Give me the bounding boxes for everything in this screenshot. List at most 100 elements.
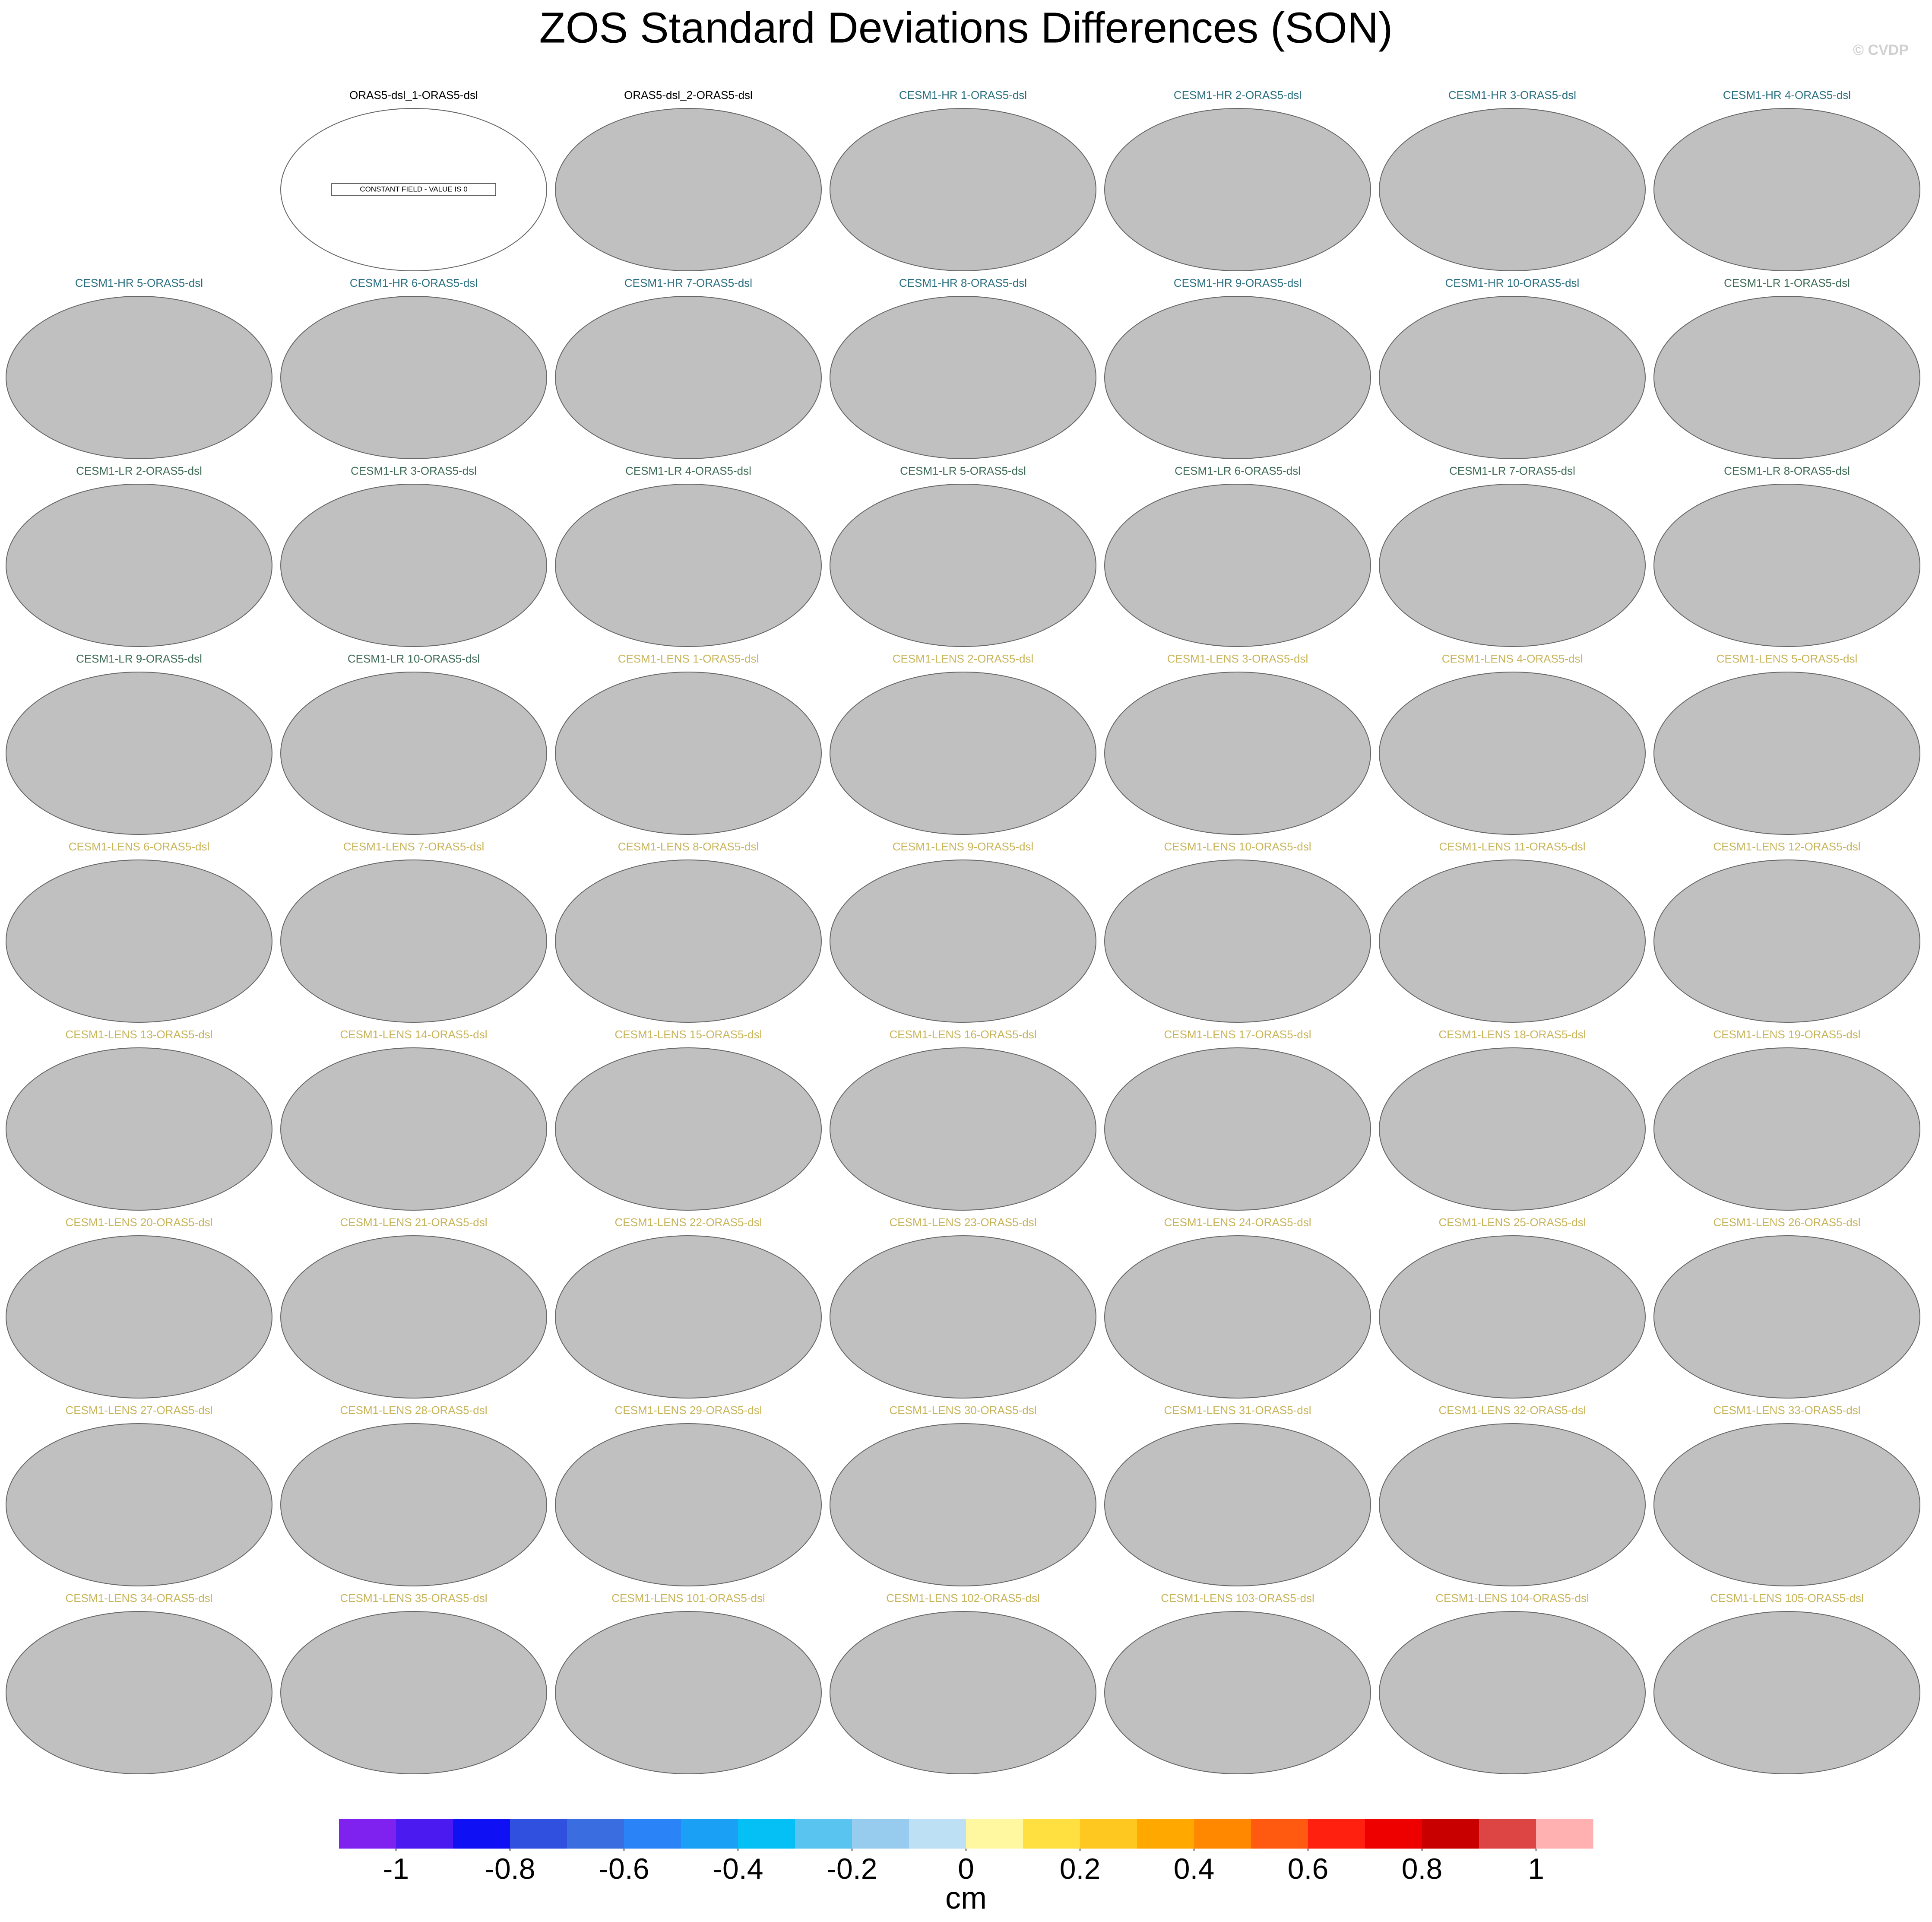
panel-title: CESM1-LENS 6-ORAS5-dsl [69,840,210,853]
panel-title: CESM1-LENS 4-ORAS5-dsl [1442,652,1583,665]
map-panel: CESM1-LENS 21-ORAS5-dsl [280,1216,547,1399]
colorbar-tick-label: 0.8 [1402,1852,1443,1885]
map-globe [1104,1235,1371,1399]
panel-title: CESM1-LENS 8-ORAS5-dsl [618,840,759,853]
map-globe [280,672,547,835]
colorbar-box [510,1819,567,1849]
colorbar-box [1479,1819,1536,1849]
panel-title: CESM1-LENS 105-ORAS5-dsl [1710,1592,1863,1605]
map-globe [1379,1047,1646,1211]
colorbar-tick-label: 0.6 [1288,1852,1329,1885]
map-globe [830,108,1096,271]
map-panel: CESM1-LR 6-ORAS5-dsl [1104,464,1371,647]
map-globe [6,296,272,459]
map-globe [1104,672,1371,835]
colorbar-box [1365,1819,1422,1849]
map-panel: ORAS5-dsl_2-ORAS5-dsl [555,89,822,271]
map-globe [1653,296,1920,459]
map-globe [6,860,272,1023]
panel-title: CESM1-LR 1-ORAS5-dsl [1724,276,1850,289]
panel-title: CESM1-LENS 15-ORAS5-dsl [615,1028,762,1041]
map-panel: CESM1-HR 10-ORAS5-dsl [1379,276,1646,459]
map-panel: CESM1-HR 4-ORAS5-dsl [1653,89,1920,271]
map-globe [1104,484,1371,647]
map-panel: CESM1-LENS 10-ORAS5-dsl [1104,840,1371,1023]
panel-title: CESM1-LENS 9-ORAS5-dsl [893,840,1034,853]
map-panel: CESM1-LENS 2-ORAS5-dsl [830,652,1096,835]
panel-title: CESM1-LR 5-ORAS5-dsl [900,464,1026,477]
map-panel: CESM1-LR 3-ORAS5-dsl [280,464,547,647]
panel-title: CESM1-LENS 7-ORAS5-dsl [343,840,485,853]
map-globe [830,1423,1096,1586]
panel-title: CESM1-LR 7-ORAS5-dsl [1449,464,1575,477]
map-globe [1379,1611,1646,1774]
panel-title: CESM1-HR 6-ORAS5-dsl [350,276,478,289]
colorbar-box [1137,1819,1194,1849]
colorbar-tick-label: -0.4 [713,1852,763,1885]
map-globe [6,484,272,647]
panel-title: ORAS5-dsl_2-ORAS5-dsl [624,89,753,101]
map-panel: CESM1-HR 2-ORAS5-dsl [1104,89,1371,271]
colorbar-box [1422,1819,1479,1849]
colorbar-tick-label: -0.8 [485,1852,535,1885]
panel-title: CESM1-LENS 26-ORAS5-dsl [1713,1216,1861,1229]
colorbar-box [624,1819,681,1849]
map-panel: CESM1-LENS 105-ORAS5-dsl [1653,1592,1920,1774]
map-panel: CESM1-LENS 22-ORAS5-dsl [555,1216,822,1399]
panel-title: CESM1-LENS 28-ORAS5-dsl [340,1404,488,1417]
map-globe [555,1423,822,1586]
panel-title: ORAS5-dsl_1-ORAS5-dsl [349,89,478,101]
map-globe [555,1047,822,1211]
map-globe [830,484,1096,647]
map-panel: CESM1-LR 2-ORAS5-dsl [6,464,272,647]
map-panel: CESM1-LENS 8-ORAS5-dsl [555,840,822,1023]
map-globe [1379,1235,1646,1399]
map-panel: CESM1-LENS 15-ORAS5-dsl [555,1028,822,1211]
colorbar-box [396,1819,453,1849]
panel-title: CESM1-LR 3-ORAS5-dsl [351,464,477,477]
map-panel: CESM1-HR 6-ORAS5-dsl [280,276,547,459]
map-globe [1379,860,1646,1023]
colorbar-box [681,1819,738,1849]
map-panel: CESM1-LENS 12-ORAS5-dsl [1653,840,1920,1023]
map-globe [830,672,1096,835]
map-panel: CESM1-LENS 11-ORAS5-dsl [1379,840,1646,1023]
panel-title: CESM1-LR 10-ORAS5-dsl [348,652,480,665]
map-panel: CESM1-LENS 35-ORAS5-dsl [280,1592,547,1774]
panel-title: CESM1-LENS 103-ORAS5-dsl [1161,1592,1314,1605]
panel-title: CESM1-LENS 20-ORAS5-dsl [66,1216,213,1229]
colorbar-tick-label: -1 [383,1852,409,1885]
map-panel: CESM1-LR 8-ORAS5-dsl [1653,464,1920,647]
panel-title: CESM1-LENS 104-ORAS5-dsl [1435,1592,1589,1605]
map-panel: CESM1-LENS 31-ORAS5-dsl [1104,1404,1371,1586]
map-panel: CESM1-HR 9-ORAS5-dsl [1104,276,1371,459]
map-panel: CESM1-LENS 29-ORAS5-dsl [555,1404,822,1586]
map-panel: CESM1-LR 5-ORAS5-dsl [830,464,1096,647]
map-panel: CESM1-LENS 13-ORAS5-dsl [6,1028,272,1211]
panel-title: CESM1-LENS 23-ORAS5-dsl [890,1216,1037,1229]
map-globe [1653,860,1920,1023]
map-panel: CESM1-LR 7-ORAS5-dsl [1379,464,1646,647]
map-globe [280,296,547,459]
map-panel: CESM1-LENS 32-ORAS5-dsl [1379,1404,1646,1586]
map-panel: CESM1-LENS 103-ORAS5-dsl [1104,1592,1371,1774]
panel-title: CESM1-LENS 10-ORAS5-dsl [1164,840,1311,853]
panel-title: CESM1-LENS 30-ORAS5-dsl [890,1404,1037,1417]
map-globe [555,860,822,1023]
colorbar-tick-label: 0 [958,1852,974,1885]
map-panel: CESM1-LENS 9-ORAS5-dsl [830,840,1096,1023]
panel-title: CESM1-LENS 34-ORAS5-dsl [66,1592,213,1605]
map-panel: CESM1-LENS 102-ORAS5-dsl [830,1592,1096,1774]
map-panel: CESM1-HR 3-ORAS5-dsl [1379,89,1646,271]
map-panel: CESM1-LENS 28-ORAS5-dsl [280,1404,547,1586]
panel-title: CESM1-LR 9-ORAS5-dsl [76,652,202,665]
map-globe [555,672,822,835]
map-globe [555,484,822,647]
map-panel: CESM1-LENS 6-ORAS5-dsl [6,840,272,1023]
map-globe [6,672,272,835]
panel-title: CESM1-LENS 32-ORAS5-dsl [1439,1404,1586,1417]
map-panel: ORAS5-dsl_1-ORAS5-dsl CONSTANT FIELD - VA… [280,89,547,271]
panel-title: CESM1-HR 8-ORAS5-dsl [899,276,1027,289]
panel-title: CESM1-HR 9-ORAS5-dsl [1174,276,1302,289]
map-globe [1104,1047,1371,1211]
